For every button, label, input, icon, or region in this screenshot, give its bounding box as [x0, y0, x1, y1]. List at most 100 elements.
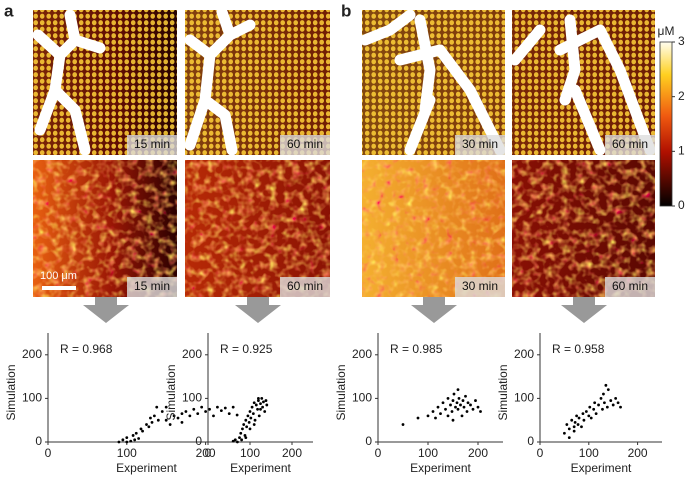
point [597, 403, 600, 407]
y-tick-label: 200 [514, 347, 534, 361]
y-tick-label: 0 [365, 434, 372, 448]
point [263, 410, 267, 413]
point [248, 410, 252, 413]
point [441, 401, 445, 405]
point [152, 414, 156, 418]
time-label-box [127, 135, 177, 155]
point [465, 410, 469, 413]
y-axis-label: Simulation [4, 364, 18, 420]
point [204, 410, 208, 413]
point [180, 412, 184, 416]
chart-title: R = 0.985 [390, 342, 443, 356]
time-label-box [455, 277, 505, 297]
point [471, 407, 475, 411]
point [605, 405, 609, 409]
point [235, 413, 239, 417]
x-tick-label: 200 [468, 446, 488, 460]
y-tick-label: 200 [22, 347, 42, 361]
colorbar-tick-label: 1 [678, 144, 685, 158]
point [466, 401, 470, 405]
point [614, 397, 618, 400]
point [416, 416, 420, 420]
x-axis-label: Experiment [230, 461, 291, 475]
point [164, 418, 168, 422]
point [147, 425, 151, 429]
colorbar-label: μM [658, 24, 675, 38]
colorbar-tick-label: 0 [678, 198, 685, 212]
point [238, 436, 241, 440]
point [592, 407, 596, 411]
time-label: 60 min [287, 137, 323, 151]
point [619, 405, 622, 409]
colorbar [659, 41, 673, 207]
point [262, 400, 265, 404]
point [125, 440, 129, 444]
time-label-box [127, 277, 177, 297]
point [457, 397, 461, 400]
point [587, 414, 591, 418]
point [449, 403, 452, 407]
time-label: 30 min [462, 137, 498, 151]
point [451, 418, 455, 422]
point [139, 427, 143, 431]
vessel [509, 14, 656, 156]
point [469, 403, 472, 407]
point [155, 405, 159, 409]
y-tick-label: 100 [514, 391, 534, 405]
x-tick-label: 0 [375, 446, 382, 460]
point [247, 420, 251, 424]
image-texture [185, 160, 330, 297]
time-label: 60 min [612, 279, 648, 293]
point [452, 392, 456, 396]
point [231, 439, 235, 443]
x-tick-label: 0 [537, 446, 544, 460]
time-label: 30 min [462, 279, 498, 293]
x-tick-label: 0 [45, 446, 52, 460]
vessel [184, 6, 256, 156]
time-label-box [280, 277, 330, 297]
chart-title: R = 0.958 [552, 342, 605, 356]
point [250, 405, 254, 409]
chart-title: R = 0.925 [220, 342, 273, 356]
point [451, 399, 455, 402]
point [141, 429, 144, 433]
point [219, 409, 223, 413]
point [616, 401, 620, 405]
y-axis-label: Simulation [496, 364, 510, 420]
panel-label: a [4, 1, 14, 20]
x-axis-label: Experiment [116, 461, 177, 475]
y-tick-label: 0 [195, 434, 202, 448]
point [208, 407, 211, 411]
point [212, 414, 215, 418]
point [573, 420, 577, 424]
point [426, 414, 430, 418]
point [257, 399, 260, 402]
point [244, 436, 248, 440]
scale-bar-label: 100 μm [40, 270, 77, 282]
point [265, 403, 269, 407]
point [252, 423, 256, 426]
point [256, 407, 259, 411]
point [589, 416, 593, 420]
point [249, 416, 253, 420]
point [446, 397, 450, 400]
point [156, 418, 160, 422]
point [160, 410, 164, 413]
point [188, 414, 192, 418]
point [576, 423, 580, 426]
point [184, 410, 188, 413]
x-tick-label: 100 [117, 446, 137, 460]
point [131, 434, 135, 437]
point [240, 438, 244, 442]
point [192, 407, 196, 411]
y-tick-label: 0 [35, 434, 42, 448]
y-tick-label: 100 [352, 391, 372, 405]
vessel [359, 9, 506, 156]
point [264, 399, 268, 402]
point [134, 431, 138, 435]
point [246, 414, 250, 418]
point [245, 425, 249, 429]
point [164, 405, 168, 409]
point [460, 414, 464, 418]
